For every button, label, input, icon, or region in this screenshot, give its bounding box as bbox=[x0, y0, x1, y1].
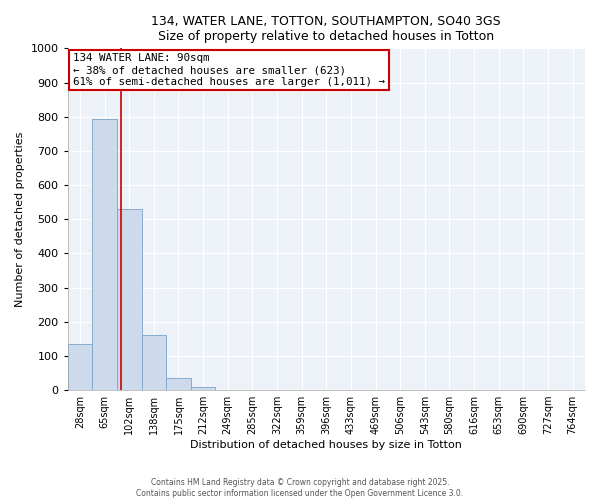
X-axis label: Distribution of detached houses by size in Totton: Distribution of detached houses by size … bbox=[190, 440, 462, 450]
Bar bbox=[92, 119, 117, 390]
Bar bbox=[68, 344, 92, 390]
Title: 134, WATER LANE, TOTTON, SOUTHAMPTON, SO40 3GS
Size of property relative to deta: 134, WATER LANE, TOTTON, SOUTHAMPTON, SO… bbox=[151, 15, 501, 43]
Bar bbox=[117, 209, 142, 390]
Bar bbox=[166, 378, 191, 390]
Text: 134 WATER LANE: 90sqm
← 38% of detached houses are smaller (623)
61% of semi-det: 134 WATER LANE: 90sqm ← 38% of detached … bbox=[73, 54, 385, 86]
Bar bbox=[142, 336, 166, 390]
Y-axis label: Number of detached properties: Number of detached properties bbox=[15, 132, 25, 307]
Text: Contains HM Land Registry data © Crown copyright and database right 2025.
Contai: Contains HM Land Registry data © Crown c… bbox=[136, 478, 464, 498]
Bar bbox=[191, 386, 215, 390]
